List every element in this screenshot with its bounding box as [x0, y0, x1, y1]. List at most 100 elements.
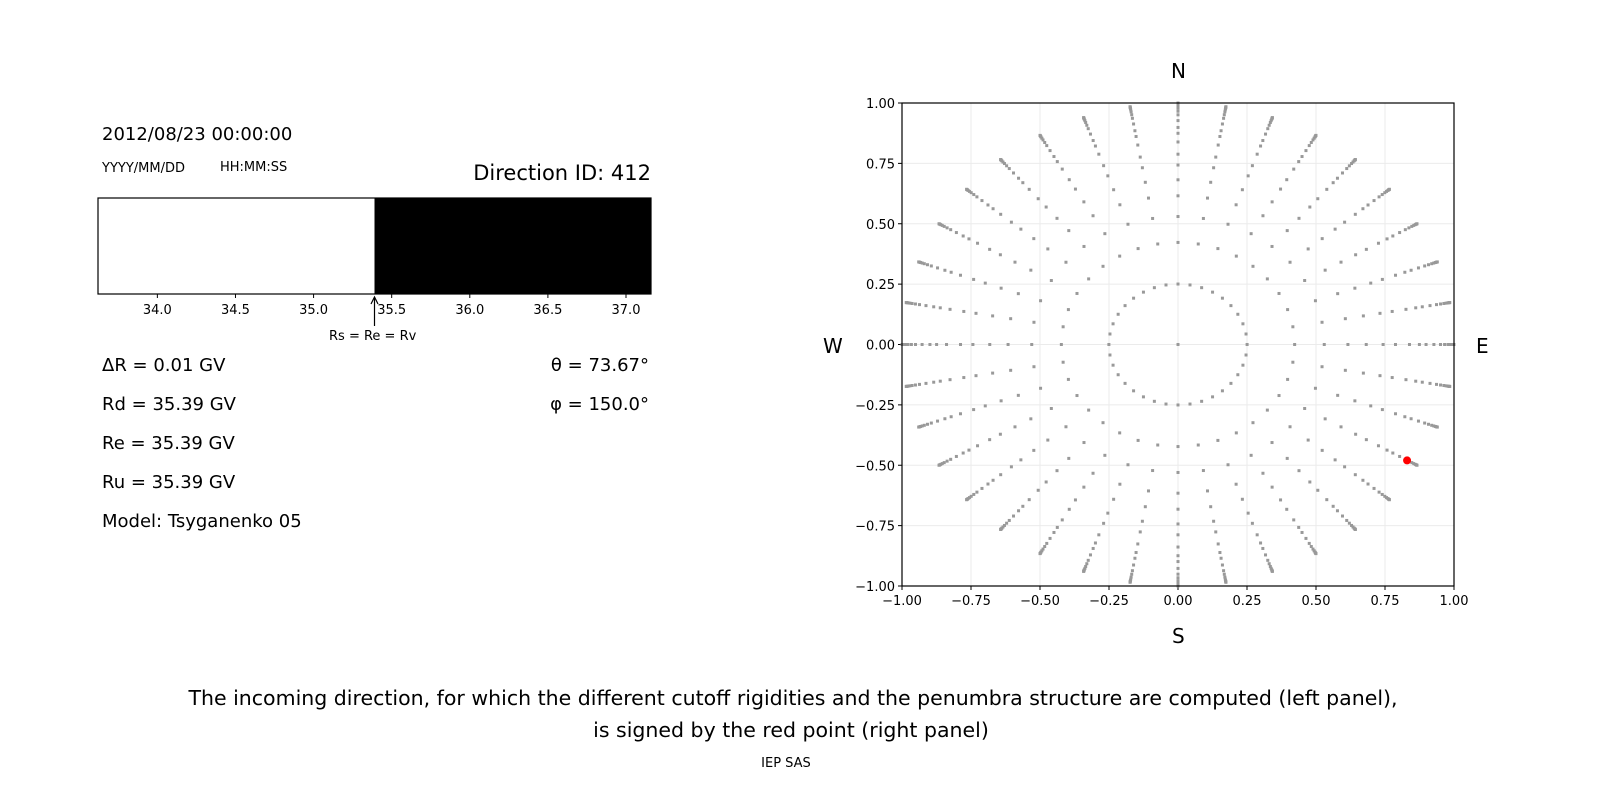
direction-point [1134, 134, 1138, 138]
direction-point [1320, 365, 1324, 369]
direction-point [1019, 227, 1023, 231]
x-tick-label: 1.00 [1440, 594, 1469, 609]
direction-point [1250, 164, 1254, 168]
direction-point [1005, 164, 1009, 168]
direction-point [1176, 507, 1180, 511]
direction-point [1345, 167, 1349, 171]
direction-point [1093, 144, 1097, 148]
direction-point [1118, 482, 1122, 486]
y-tick-label: 0.00 [866, 339, 895, 354]
x-tick-label: 0.75 [1371, 594, 1400, 609]
direction-point [936, 419, 940, 423]
direction-point [1259, 541, 1263, 545]
direction-point [1320, 448, 1324, 452]
direction-point [1347, 521, 1351, 525]
selected-direction-point [1403, 456, 1412, 465]
direction-point [935, 343, 939, 346]
direction-point [1140, 166, 1144, 170]
direction-point [1346, 343, 1350, 346]
direction-point [1380, 492, 1384, 496]
direction-point [1196, 242, 1200, 246]
x-tick-label: 34.5 [221, 303, 250, 318]
direction-point [961, 234, 965, 238]
direction-point [1212, 519, 1216, 523]
direction-point [1432, 424, 1436, 428]
x-tick-label: −0.75 [951, 594, 991, 609]
direction-point [1214, 530, 1218, 534]
direction-point [1409, 417, 1413, 421]
direction-point [1017, 176, 1021, 180]
direction-point [1012, 171, 1016, 175]
direction-point [1103, 232, 1107, 236]
direction-point [906, 343, 910, 346]
direction-point [908, 301, 912, 305]
direction-point [1102, 521, 1106, 525]
direction-point [1085, 123, 1089, 127]
direction-point [1285, 456, 1289, 460]
direction-point [1270, 569, 1274, 573]
direction-point [1082, 569, 1086, 573]
direction-point [1270, 244, 1274, 248]
direction-point [945, 459, 949, 463]
direction-point [1061, 360, 1065, 364]
x-tick-label: 35.5 [377, 303, 406, 318]
direction-point [1138, 155, 1142, 159]
direction-point [980, 486, 984, 490]
direction-point [1216, 542, 1220, 546]
direction-point [1267, 123, 1271, 127]
direction-point [974, 311, 978, 315]
y-tick-label: −0.75 [855, 520, 895, 535]
direction-point [1403, 228, 1407, 232]
direction-point [1196, 443, 1200, 447]
direction-point [1270, 116, 1274, 120]
direction-point [1151, 469, 1155, 473]
y-tick-label: 0.25 [866, 278, 895, 293]
direction-point [1430, 262, 1434, 266]
direction-point [1176, 106, 1180, 110]
direction-point [1176, 491, 1180, 495]
direction-point [1118, 431, 1122, 435]
direction-point [1134, 551, 1138, 555]
direction-point [1176, 576, 1180, 580]
direction-point [1039, 386, 1043, 390]
direction-point [1152, 286, 1156, 290]
direction-point [1438, 343, 1442, 346]
direction-point [967, 448, 971, 452]
direction-point [1108, 353, 1112, 357]
direction-point [1176, 566, 1180, 570]
direction-point [1220, 563, 1224, 567]
direction-point [1084, 564, 1088, 568]
direction-point [1387, 498, 1391, 502]
direction-point [1387, 187, 1391, 191]
direction-point [1394, 273, 1398, 277]
direction-point [1201, 469, 1205, 473]
direction-point [949, 228, 953, 232]
direction-point [1226, 222, 1230, 226]
direction-point [1234, 203, 1238, 207]
direction-point [1223, 575, 1227, 579]
direction-point [1082, 116, 1086, 120]
direction-point [1229, 304, 1233, 308]
direction-point [1444, 301, 1448, 305]
direction-point [1339, 260, 1343, 264]
direction-point [1007, 167, 1011, 171]
direction-id-label: Direction ID: 412 [473, 161, 651, 185]
direction-point [1138, 530, 1142, 534]
direction-point [975, 195, 979, 199]
x-tick-label: 36.0 [455, 303, 484, 318]
direction-point [1291, 360, 1295, 364]
direction-point [1314, 552, 1318, 556]
direction-point [1323, 268, 1327, 272]
direction-point [1350, 523, 1354, 527]
caption-line-2: is signed by the red point (right panel) [593, 718, 989, 742]
ru-value: Ru = 35.39 GV [102, 472, 236, 493]
x-tick-label: 34.0 [143, 303, 172, 318]
direction-point [1021, 181, 1025, 185]
direction-point [1223, 110, 1227, 114]
direction-point [1236, 312, 1240, 316]
direction-point [975, 490, 979, 494]
direction-point [1322, 343, 1326, 346]
direction-point [943, 268, 947, 272]
direction-point [1372, 486, 1376, 490]
